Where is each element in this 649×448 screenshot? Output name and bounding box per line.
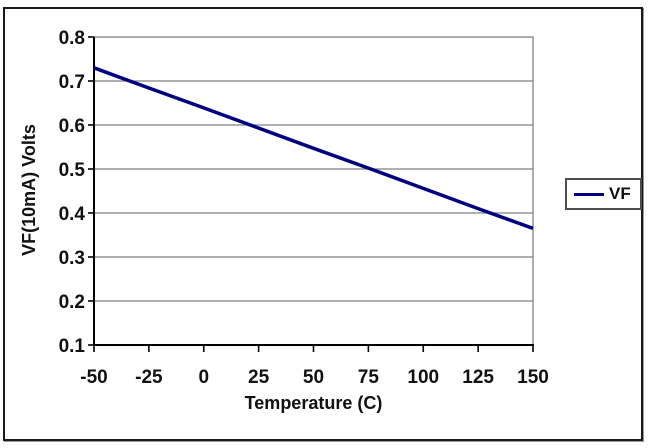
x-tick-label: -25: [135, 367, 163, 388]
y-tick-label: 0.3: [59, 248, 85, 269]
x-axis-title: Temperature (C): [244, 393, 383, 413]
plot-border: [93, 36, 534, 346]
y-tick-label: 0.1: [59, 336, 86, 357]
y-tick-label: 0.7: [59, 72, 85, 93]
y-tick-label: 0.4: [59, 204, 86, 225]
x-tick-label: 125: [462, 367, 494, 388]
figure-border: [3, 7, 643, 441]
x-tick-label: 75: [358, 367, 380, 388]
y-tick-label: 0.6: [59, 116, 85, 137]
x-tick-label: 100: [407, 367, 439, 388]
legend-series-label: VF: [609, 184, 631, 203]
y-tick-label: 0.2: [59, 292, 85, 313]
y-tick-label: 0.5: [59, 160, 86, 181]
legend-line-swatch: [574, 192, 604, 196]
series-line-vf: [93, 66, 534, 231]
x-tick-label: 25: [248, 367, 270, 388]
legend: VF: [565, 178, 642, 210]
x-tick-label: 0: [198, 367, 209, 388]
x-tick-label: -50: [80, 367, 107, 388]
x-tick-label: 150: [517, 367, 549, 388]
x-tick-label: 50: [303, 367, 324, 388]
y-axis-title: VF(10mA) Volts: [19, 124, 39, 256]
y-tick-label: 0.8: [59, 28, 85, 49]
